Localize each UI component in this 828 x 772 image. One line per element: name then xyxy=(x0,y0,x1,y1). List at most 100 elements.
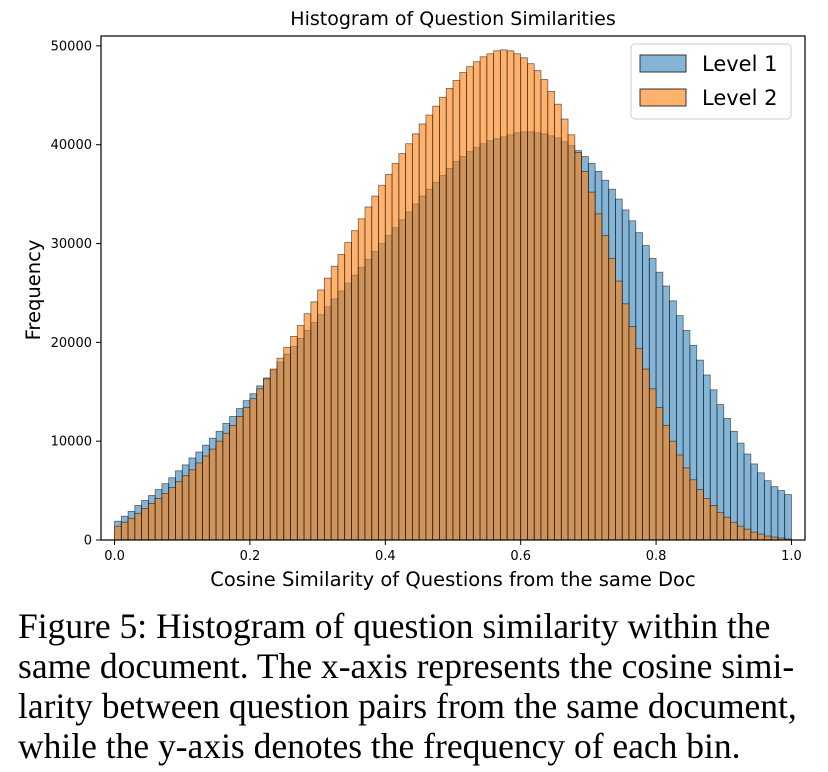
level-2-bar xyxy=(709,505,718,541)
level-2-bar xyxy=(675,454,684,541)
level-2-bar xyxy=(628,326,637,541)
level-2-bar xyxy=(256,388,264,541)
caption-line: same document. The x-axis represents the… xyxy=(18,646,795,686)
level-2-bar xyxy=(703,498,711,541)
level-2-bar xyxy=(337,253,346,541)
level-2-bar xyxy=(750,531,759,541)
level-2-bar xyxy=(648,388,657,541)
caption-line: larity between question pairs from the s… xyxy=(18,686,797,726)
y-tick-label: 10000 xyxy=(51,435,92,450)
level-2-bar xyxy=(296,325,305,541)
level-2-bar xyxy=(757,533,765,541)
level-2-bar xyxy=(154,498,163,541)
legend-label-level-1: Level 1 xyxy=(702,52,777,76)
level-2-bar xyxy=(547,90,555,541)
level-2-bar xyxy=(682,467,691,541)
level-2-bar xyxy=(195,462,203,541)
level-2-bar xyxy=(290,336,298,541)
level-2-bar xyxy=(730,521,738,541)
y-tick-label: 30000 xyxy=(51,237,92,252)
level-2-bar xyxy=(134,512,143,541)
level-2-bar xyxy=(574,152,583,541)
level-2-bar xyxy=(621,303,630,541)
level-2-bar xyxy=(276,357,285,541)
y-axis-label: Frequency xyxy=(22,240,45,341)
level-2-bar xyxy=(405,143,413,541)
level-2-bar xyxy=(188,469,197,541)
level-2-bar xyxy=(411,133,420,541)
level-1-bar xyxy=(750,463,759,541)
level-2-bar xyxy=(723,516,731,541)
x-axis: 0.0 0.2 0.4 0.6 0.8 1.0 xyxy=(104,540,802,564)
level-2-bar xyxy=(527,63,535,541)
y-axis: 0 10000 20000 30000 40000 50000 xyxy=(51,39,101,549)
level-2-bar xyxy=(425,114,434,541)
level-2-bar xyxy=(554,103,562,541)
level-2-bar xyxy=(439,96,447,541)
level-2-bar xyxy=(141,507,149,541)
level-2-bar xyxy=(263,378,271,541)
level-2-bar xyxy=(716,511,725,541)
level-2-bar xyxy=(608,257,616,541)
y-tick-label: 0 xyxy=(84,534,92,549)
level-2-bar xyxy=(513,53,522,541)
y-tick-label: 20000 xyxy=(51,336,92,351)
level-2-bar xyxy=(587,191,596,541)
legend-label-level-2: Level 2 xyxy=(702,86,777,110)
level-2-bar xyxy=(357,218,366,541)
level-2-bar xyxy=(615,280,623,541)
level-2-bar xyxy=(120,521,129,541)
level-2-bar xyxy=(601,235,610,541)
histogram-figure: Histogram of Question Similarities 0.0 0.… xyxy=(22,8,806,591)
level-2-bar xyxy=(344,242,352,541)
level-2-bar xyxy=(317,289,325,541)
level-2-bar xyxy=(384,173,393,541)
figure-caption: Figure 5: Histogram of question similari… xyxy=(18,606,818,766)
level-2-bar xyxy=(269,368,278,541)
level-2-bar xyxy=(323,277,332,541)
level-2-bar xyxy=(127,517,136,541)
level-2-bar xyxy=(479,56,488,541)
y-tick-label: 50000 xyxy=(51,39,92,54)
x-tick-label: 1.0 xyxy=(781,549,802,564)
level-2-bar xyxy=(594,213,603,541)
level-2-bar xyxy=(310,301,319,541)
level-2-bar xyxy=(662,424,671,541)
level-2-bar xyxy=(560,118,569,541)
level-2-bar xyxy=(114,525,122,541)
level-1-bar xyxy=(784,494,792,541)
level-2-bar xyxy=(168,487,176,541)
level-2-bar xyxy=(283,346,291,541)
level-2-bar xyxy=(242,407,251,541)
x-tick-label: 0.2 xyxy=(240,549,261,564)
level-2-bar xyxy=(743,528,752,541)
level-2-bar xyxy=(459,72,467,541)
level-2-bar xyxy=(696,489,704,541)
x-tick-label: 0.0 xyxy=(104,549,125,564)
level-2-bar xyxy=(330,265,339,541)
level-2-bar xyxy=(175,481,183,541)
level-2-bar xyxy=(208,448,217,541)
level-2-bar xyxy=(161,493,170,541)
level-2-bar xyxy=(222,432,231,541)
x-axis-label: Cosine Similarity of Questions from the … xyxy=(210,568,695,591)
level-2-bar xyxy=(520,57,528,541)
plot-frame xyxy=(100,35,806,541)
level-2-bar xyxy=(669,440,677,541)
level-2-bar xyxy=(391,163,400,541)
level-1-bar xyxy=(736,442,745,541)
level-2-bar xyxy=(472,61,481,541)
level-1-bar xyxy=(743,453,752,541)
chart-title: Histogram of Question Similarities xyxy=(290,8,615,30)
level-2-bar xyxy=(486,53,495,541)
level-2-bar xyxy=(499,49,508,541)
legend-swatch-level-2 xyxy=(639,88,687,107)
level-2-bar xyxy=(533,70,542,541)
level-2-bar xyxy=(466,66,474,541)
level-2-bar xyxy=(493,50,501,541)
level-2-bar xyxy=(635,347,643,541)
x-tick-label: 0.6 xyxy=(510,549,531,564)
level-2-bar xyxy=(506,50,515,541)
level-2-bar xyxy=(418,123,427,541)
level-2-bar xyxy=(364,206,373,541)
